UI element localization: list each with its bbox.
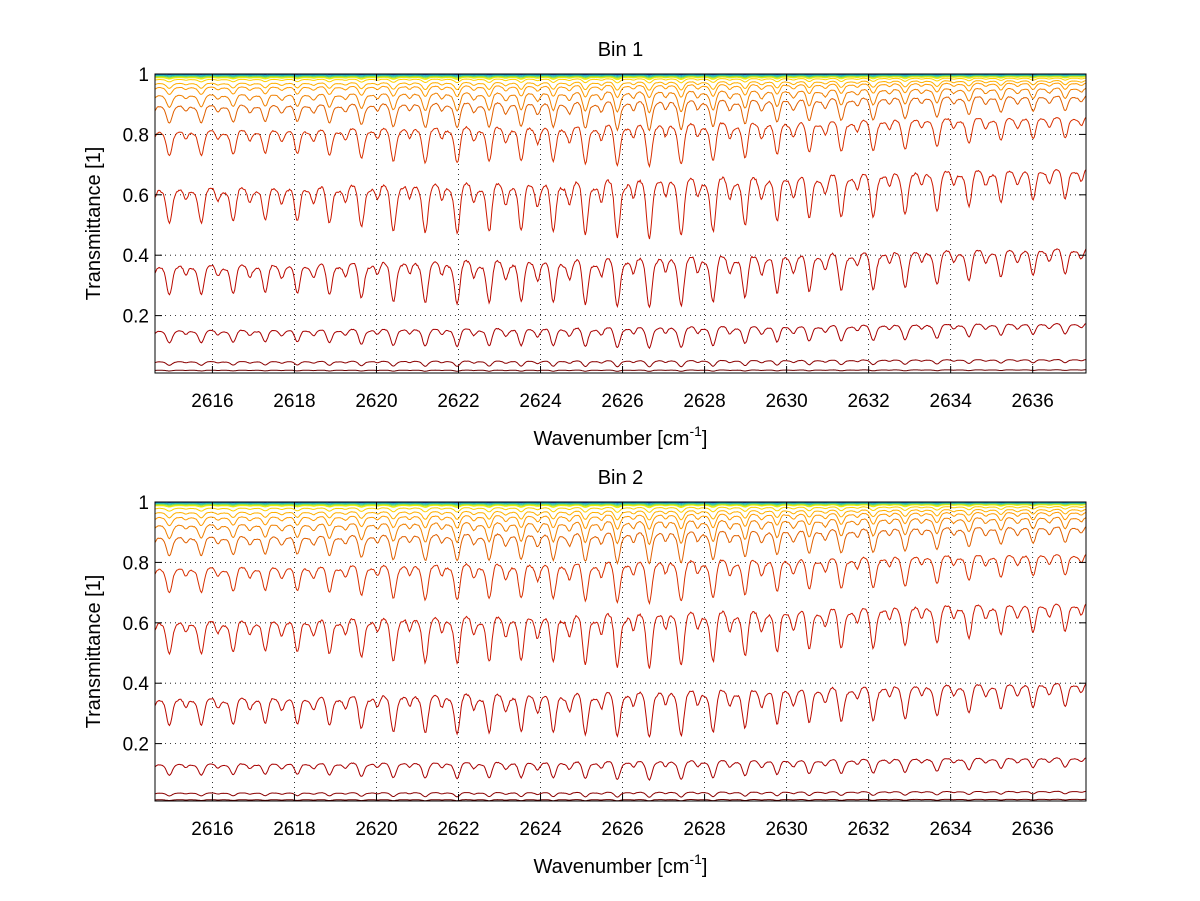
x-tick-label: 2622 — [437, 819, 479, 840]
series-line — [155, 358, 1086, 368]
y-tick-label: 0.4 — [123, 246, 150, 267]
series-line — [155, 790, 1086, 798]
series-line — [155, 75, 1086, 80]
x-tick-label: 2616 — [191, 391, 233, 412]
x-tick-label: 2626 — [601, 391, 643, 412]
series-line — [155, 322, 1086, 350]
x-tick-label: 2622 — [437, 391, 479, 412]
x-axis-label: Wavenumber [cm-1] — [534, 851, 708, 878]
y-tick-label: 1 — [138, 493, 149, 514]
x-tick-label: 2620 — [355, 819, 397, 840]
series-line — [155, 503, 1086, 508]
axes-frame — [154, 501, 1087, 802]
x-tick-label: 2636 — [1012, 819, 1054, 840]
series-line — [155, 77, 1086, 84]
series-line — [155, 511, 1086, 531]
chart-title: Bin 2 — [598, 467, 644, 489]
chart-bin-1: 2616 2618 2620 2622 2624 2626 2628 2630 2632 2634… — [83, 39, 1087, 450]
series-line — [155, 508, 1086, 521]
y-tick-label: 0.6 — [123, 186, 149, 207]
y-tick-label: 0.2 — [123, 735, 149, 756]
series-line — [155, 603, 1086, 669]
series-line — [155, 502, 1086, 505]
x-tick-label: 2618 — [273, 819, 315, 840]
x-tick-label: 2632 — [847, 391, 889, 412]
series-line — [155, 248, 1086, 309]
series-line — [155, 74, 1086, 77]
series-line — [155, 82, 1086, 99]
series-line — [155, 369, 1086, 372]
series-line — [155, 76, 1086, 81]
series-line — [155, 798, 1086, 801]
series-line — [155, 757, 1086, 781]
x-tick-label: 2634 — [930, 391, 973, 412]
axes-frame — [154, 73, 1087, 374]
x-tick-label: 2636 — [1012, 391, 1054, 412]
series-line — [155, 79, 1086, 91]
series-line — [155, 526, 1086, 566]
x-tick-label: 2616 — [191, 819, 233, 840]
chart-title: Bin 1 — [598, 39, 644, 61]
y-tick-label: 0.4 — [123, 674, 150, 695]
series-line — [155, 74, 1086, 78]
x-tick-label: 2626 — [601, 819, 643, 840]
series-line — [155, 504, 1086, 509]
y-tick-label: 0.8 — [123, 553, 149, 574]
chart-bin-2: 2616 2618 2620 2622 2624 2626 2628 2630 2632 2634… — [83, 467, 1087, 878]
series-line — [155, 169, 1086, 240]
series-line — [155, 75, 1086, 79]
series-line — [155, 502, 1086, 506]
series-line — [155, 116, 1086, 169]
y-tick-label: 0.8 — [123, 125, 149, 146]
x-tick-label: 2634 — [930, 819, 973, 840]
y-axis-label: Transmittance [1] — [83, 575, 105, 729]
y-tick-label: 0.6 — [123, 614, 149, 635]
x-tick-label: 2628 — [683, 391, 725, 412]
series-line — [155, 553, 1086, 606]
x-tick-label: 2624 — [519, 819, 562, 840]
series-line — [155, 87, 1086, 114]
y-tick-label: 0.2 — [123, 307, 149, 328]
series-line — [155, 682, 1086, 739]
y-axis-label: Transmittance [1] — [83, 147, 105, 301]
y-tick-label: 1 — [138, 65, 149, 86]
x-tick-label: 2620 — [355, 391, 397, 412]
series-line — [155, 95, 1086, 132]
x-tick-label: 2624 — [519, 391, 562, 412]
x-tick-label: 2630 — [765, 391, 807, 412]
x-tick-label: 2628 — [683, 819, 725, 840]
x-tick-label: 2630 — [765, 819, 807, 840]
x-tick-label: 2618 — [273, 391, 315, 412]
x-tick-label: 2632 — [847, 819, 889, 840]
series-line — [155, 516, 1086, 546]
series-line — [155, 505, 1086, 513]
x-axis-label: Wavenumber [cm-1] — [534, 423, 708, 450]
series-line — [155, 503, 1086, 507]
